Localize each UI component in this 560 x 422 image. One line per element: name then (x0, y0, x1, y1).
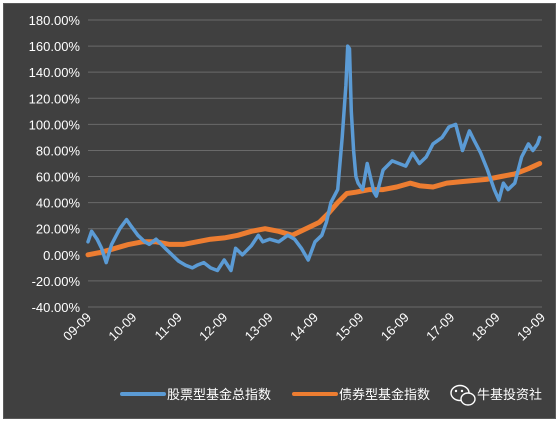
watermark-text: 牛基投资社 (477, 387, 542, 403)
chart-frame: 180.00% 160.00% 140.00% 120.00% 100.00% 80.00… (3, 3, 556, 419)
y-tick-label: 80.00% (36, 143, 81, 158)
legend: 股票型基金总指数 债券型基金指数 (120, 387, 430, 403)
x-tick-label: 18-09 (469, 310, 503, 344)
y-tick-label: 180.00% (29, 13, 81, 28)
y-tick-label: -20.00% (32, 274, 81, 289)
y-tick-label: 160.00% (29, 39, 81, 54)
x-tick-label: 13-09 (242, 310, 276, 344)
y-tick-label: -40.00% (32, 300, 81, 315)
y-tick-label: 140.00% (29, 65, 81, 80)
x-axis-tick-labels: 09-09 10-09 11-09 12-09 13-09 14-09 15-09 16-09… (60, 310, 548, 344)
x-tick-label: 12-09 (196, 310, 230, 344)
y-tick-label: 20.00% (36, 222, 81, 237)
y-tick-label: 120.00% (29, 91, 81, 106)
bond-fund-index-line (85, 161, 543, 258)
x-tick-label: 14-09 (287, 310, 321, 344)
gridlines (88, 19, 542, 308)
y-tick-label: 0.00% (43, 248, 80, 263)
legend-bond-label: 债券型基金指数 (339, 387, 430, 403)
watermark: 牛基投资社 (450, 384, 542, 406)
y-tick-label: 100.00% (29, 117, 81, 132)
legend-stock-label: 股票型基金总指数 (167, 387, 271, 403)
y-tick-label: 60.00% (36, 170, 81, 185)
line-chart: 180.00% 160.00% 140.00% 120.00% 100.00% 80.00… (29, 13, 548, 406)
x-tick-label: 17-09 (423, 310, 457, 344)
x-tick-label: 16-09 (378, 310, 412, 344)
y-axis-tick-labels: 180.00% 160.00% 140.00% 120.00% 100.00% 80.00… (29, 13, 81, 315)
stock-fund-index-line (86, 44, 542, 273)
x-tick-label: 11-09 (151, 310, 184, 343)
series-lines (85, 44, 543, 273)
x-tick-label: 15-09 (332, 310, 366, 344)
x-tick-label: 10-09 (105, 310, 139, 344)
wechat-icon (450, 384, 476, 406)
x-tick-label: 19-09 (514, 310, 548, 344)
y-tick-label: 40.00% (36, 196, 81, 211)
